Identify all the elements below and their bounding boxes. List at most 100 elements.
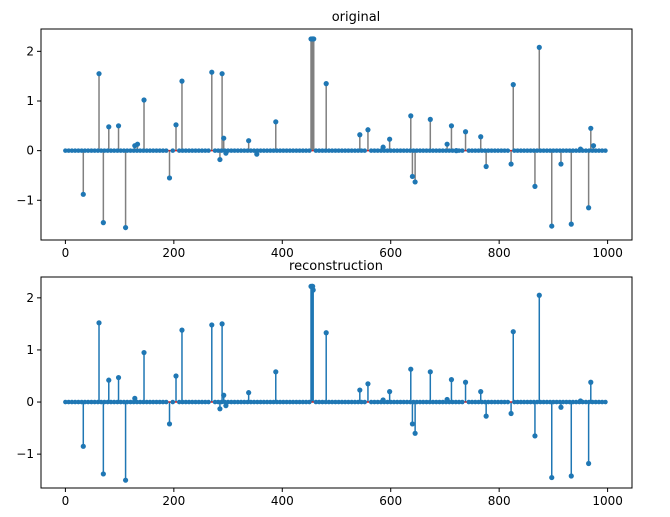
zero-marker xyxy=(238,148,244,153)
zero-marker xyxy=(443,148,449,153)
zero-marker xyxy=(336,148,341,153)
data-point xyxy=(223,150,229,156)
zero-marker xyxy=(531,399,537,405)
zero-marker xyxy=(323,399,328,405)
zero-marker xyxy=(528,148,533,153)
zero-marker xyxy=(512,148,517,153)
zero-marker xyxy=(492,399,498,405)
zero-marker xyxy=(297,148,302,153)
zero-marker xyxy=(111,399,117,405)
zero-marker xyxy=(128,148,133,153)
zero-marker xyxy=(473,148,478,153)
zero-marker xyxy=(157,399,163,405)
zero-marker xyxy=(229,148,234,153)
data-point xyxy=(134,141,141,147)
x-tick-label: 400 xyxy=(271,494,294,508)
data-point xyxy=(380,144,386,150)
zero-marker xyxy=(557,399,563,405)
data-point xyxy=(444,141,450,147)
zero-marker xyxy=(433,399,439,405)
data-point xyxy=(365,381,371,387)
data-point xyxy=(310,287,316,293)
zero-marker xyxy=(466,399,472,405)
zero-marker xyxy=(573,148,579,153)
zero-marker xyxy=(287,148,293,153)
zero-marker xyxy=(82,148,88,153)
y-tick-label: 1 xyxy=(26,343,34,357)
zero-marker xyxy=(427,148,433,153)
zero-marker xyxy=(586,399,592,405)
zero-marker xyxy=(453,399,459,405)
zero-marker xyxy=(186,399,192,405)
zero-marker xyxy=(414,399,420,405)
zero-marker xyxy=(333,148,338,153)
zero-marker xyxy=(346,148,351,153)
data-point xyxy=(365,127,371,133)
zero-marker xyxy=(85,148,91,153)
y-tick-label: −1 xyxy=(16,447,34,461)
y-tick-label: 2 xyxy=(26,291,34,305)
zero-marker xyxy=(102,399,107,405)
data-point xyxy=(408,366,414,372)
x-tick-label: 200 xyxy=(162,494,185,508)
zero-marker xyxy=(398,148,403,153)
data-point xyxy=(387,136,393,142)
zero-marker xyxy=(473,399,478,405)
x-tick-label: 400 xyxy=(271,246,294,260)
data-point xyxy=(380,397,386,403)
zero-marker xyxy=(385,148,390,153)
zero-marker xyxy=(417,148,423,153)
zero-marker xyxy=(590,399,595,405)
zero-marker xyxy=(98,148,104,153)
zero-marker xyxy=(603,148,608,153)
data-point xyxy=(132,395,138,401)
zero-marker xyxy=(427,399,433,405)
zero-marker xyxy=(476,399,481,405)
zero-marker xyxy=(294,399,299,405)
zero-marker xyxy=(599,399,605,405)
data-point xyxy=(357,132,363,138)
zero-marker xyxy=(287,399,293,405)
data-point xyxy=(273,369,279,375)
data-point xyxy=(106,124,112,130)
data-point xyxy=(357,387,363,393)
zero-marker xyxy=(414,148,420,153)
data-point xyxy=(568,221,574,227)
y-tick-label: 2 xyxy=(26,44,34,58)
zero-marker xyxy=(131,148,137,153)
data-point xyxy=(577,398,584,404)
zero-marker xyxy=(404,399,410,405)
data-point xyxy=(217,406,223,412)
zero-marker xyxy=(551,148,556,153)
data-point xyxy=(408,113,414,119)
zero-marker xyxy=(271,148,276,153)
zero-marker xyxy=(193,148,198,153)
zero-marker xyxy=(147,148,153,153)
zero-marker xyxy=(180,148,185,153)
zero-marker xyxy=(479,399,485,405)
zero-marker xyxy=(544,148,550,153)
zero-marker xyxy=(160,399,166,405)
zero-marker xyxy=(134,148,140,153)
zero-marker xyxy=(271,399,276,405)
zero-marker xyxy=(121,148,127,153)
data-point xyxy=(427,369,433,375)
data-point xyxy=(219,71,225,77)
data-point xyxy=(221,392,227,398)
zero-marker xyxy=(424,148,429,153)
zero-marker xyxy=(183,399,189,405)
data-point xyxy=(510,329,516,335)
chart-title: reconstruction xyxy=(289,259,383,274)
zero-marker xyxy=(495,148,501,153)
data-point xyxy=(80,443,86,449)
zero-marker xyxy=(242,399,247,405)
zero-marker xyxy=(492,148,498,153)
zero-marker xyxy=(567,148,572,153)
data-point xyxy=(483,163,489,170)
zero-marker xyxy=(505,399,511,405)
zero-marker xyxy=(264,148,270,153)
zero-marker xyxy=(411,399,416,405)
zero-marker xyxy=(329,148,335,153)
zero-marker xyxy=(183,148,189,153)
zero-marker xyxy=(333,399,338,405)
